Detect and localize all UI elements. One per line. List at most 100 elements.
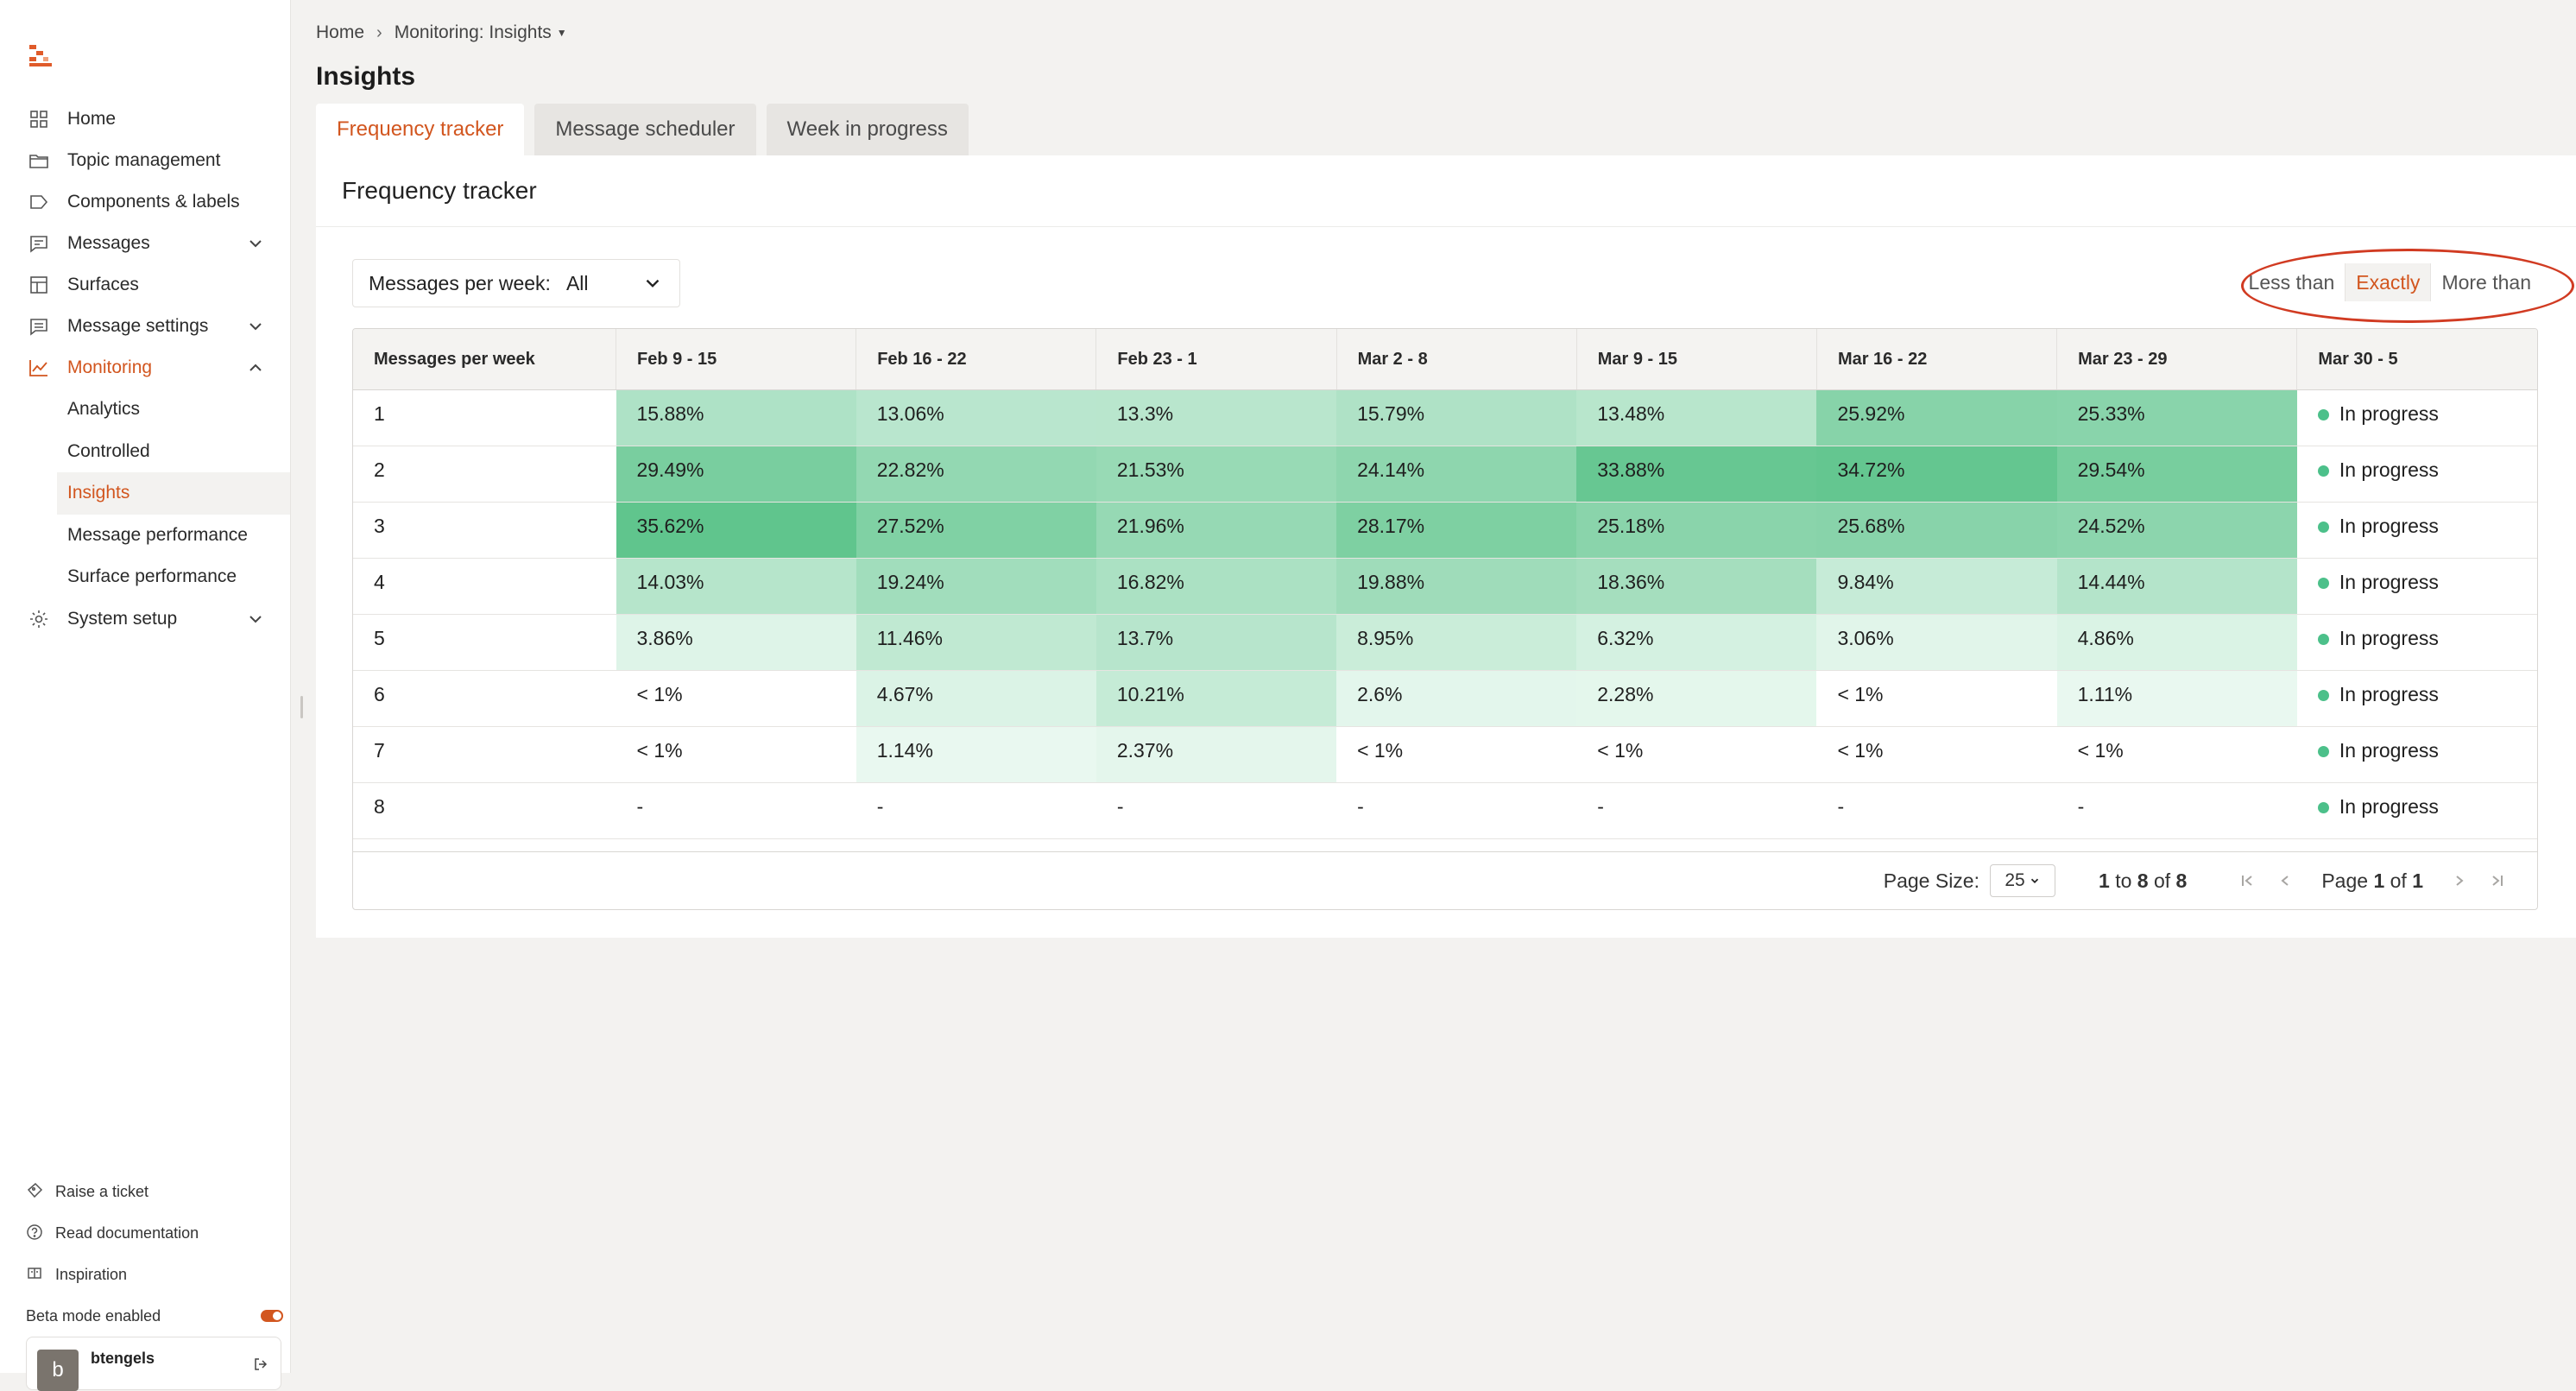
segment-more-than[interactable]: More than <box>2441 270 2531 294</box>
status-dot-icon <box>2317 465 2329 477</box>
nav-item-components-labels[interactable]: Components & labels <box>0 181 290 223</box>
main-content: Home › Monitoring: Insights ▼ Insights F… <box>290 0 2576 1373</box>
message-settings-icon <box>28 315 50 338</box>
sidebar-item-insights[interactable]: Insights <box>57 472 290 515</box>
prev-page-icon[interactable] <box>2275 870 2295 891</box>
messages-per-week-select[interactable]: Messages per week: All <box>352 259 680 307</box>
percentage-cell: 11.46% <box>856 614 1096 671</box>
nav-label: Message settings <box>67 316 209 336</box>
percentage-cell: 15.79% <box>1336 389 1577 446</box>
column-header[interactable]: Mar 23 - 29 <box>2056 329 2298 390</box>
beta-mode-toggle[interactable] <box>261 1310 283 1322</box>
percentage-cell: 3.06% <box>1816 614 2057 671</box>
status-label: In progress <box>2339 458 2439 481</box>
inspiration-link[interactable]: Inspiration <box>26 1254 285 1295</box>
percentage-cell: < 1% <box>616 670 856 727</box>
nav-label: Monitoring <box>67 357 153 377</box>
folder-icon <box>28 149 50 172</box>
next-page-icon[interactable] <box>2449 870 2470 891</box>
percentage-cell: < 1% <box>2056 726 2297 783</box>
percentage-cell: 13.48% <box>1576 389 1817 446</box>
percentage-cell: 27.52% <box>856 502 1096 559</box>
caret-down-icon[interactable]: ▼ <box>556 27 567 39</box>
column-header[interactable]: Feb 16 - 22 <box>856 329 1097 390</box>
percentage-cell: - <box>1095 782 1337 839</box>
frequency-tracker-panel: Frequency tracker Messages per week: All… <box>316 155 2576 938</box>
last-page-icon[interactable] <box>2487 870 2508 891</box>
layout-icon <box>28 274 50 296</box>
column-header[interactable]: Mar 2 - 8 <box>1336 329 1577 390</box>
percentage-cell: 2.28% <box>1576 670 1817 727</box>
page-word: Page <box>2321 869 2369 892</box>
percentage-cell: 29.49% <box>616 446 856 503</box>
sidebar-item-message-performance[interactable]: Message performance <box>67 524 248 545</box>
percentage-cell: 4.67% <box>856 670 1096 727</box>
read-documentation-link[interactable]: Read documentation <box>26 1212 285 1254</box>
main-nav: Home Topic management Components & label… <box>0 98 290 640</box>
chevron-down-icon[interactable] <box>245 316 266 337</box>
frequency-table: Messages per week Feb 9 - 15 Feb 16 - 22… <box>352 328 2538 910</box>
sidebar-item-controlled[interactable]: Controlled <box>67 440 150 461</box>
breadcrumb: Home › Monitoring: Insights ▼ <box>316 22 567 43</box>
breadcrumb-current[interactable]: Monitoring: Insights <box>394 22 552 42</box>
nav-item-monitoring[interactable]: Monitoring <box>0 347 290 389</box>
percentage-cell: 15.88% <box>616 389 856 446</box>
segment-exactly[interactable]: Exactly <box>2345 263 2432 301</box>
nav-item-message-settings[interactable]: Message settings <box>0 306 290 347</box>
sidebar-item-surface-performance[interactable]: Surface performance <box>67 566 237 587</box>
page-size-label: Page Size: <box>1883 869 1979 892</box>
nav-item-surfaces[interactable]: Surfaces <box>0 264 290 306</box>
logout-icon[interactable] <box>253 1356 270 1374</box>
column-header[interactable]: Mar 16 - 22 <box>1816 329 2058 390</box>
status-dot-icon <box>2317 802 2329 813</box>
column-header[interactable]: Mar 30 - 5 <box>2296 329 2537 390</box>
percentage-cell: 1.11% <box>2056 670 2297 727</box>
percentage-cell: 24.14% <box>1336 446 1577 503</box>
status-label: In progress <box>2339 515 2439 537</box>
user-card[interactable]: b btengels <box>26 1337 281 1391</box>
tab-week-in-progress[interactable]: Week in progress <box>766 104 969 155</box>
status-label: In progress <box>2339 795 2439 818</box>
percentage-cell: - <box>1816 782 2057 839</box>
nav-item-topic-management[interactable]: Topic management <box>0 140 290 181</box>
row-label-cell: 1 <box>353 389 616 446</box>
percentage-cell: < 1% <box>1576 726 1817 783</box>
sidebar-item-analytics[interactable]: Analytics <box>67 399 141 420</box>
nav-item-system-setup[interactable]: System setup <box>0 598 290 640</box>
percentage-cell: 25.92% <box>1816 389 2057 446</box>
status-cell: In progress <box>2296 726 2537 783</box>
percentage-cell: - <box>856 782 1096 839</box>
status-cell: In progress <box>2296 502 2537 559</box>
logo-icon[interactable] <box>26 41 55 71</box>
column-header[interactable]: Feb 23 - 1 <box>1095 329 1337 390</box>
status-cell: In progress <box>2296 389 2537 446</box>
nav-item-home[interactable]: Home <box>0 98 290 140</box>
percentage-cell: < 1% <box>1816 726 2057 783</box>
table-row: 5 3.86% 11.46% 13.7% 8.95% 6.32% 3.06% 4.86% In … <box>353 614 2537 671</box>
chevron-up-icon[interactable] <box>245 357 266 378</box>
chevron-down-icon[interactable] <box>245 609 266 629</box>
breadcrumb-home[interactable]: Home <box>316 22 365 42</box>
column-header[interactable]: Mar 9 - 15 <box>1576 329 1817 390</box>
chevron-down-icon <box>2030 878 2038 883</box>
nav-item-messages[interactable]: Messages <box>0 223 290 264</box>
first-page-icon[interactable] <box>2237 870 2257 891</box>
nav-label: Topic management <box>67 150 221 170</box>
percentage-cell: 3.86% <box>616 614 856 671</box>
raise-ticket-link[interactable]: Raise a ticket <box>26 1171 285 1212</box>
column-header-messages-per-week[interactable]: Messages per week <box>353 329 616 390</box>
status-dot-icon <box>2317 634 2329 645</box>
sidebar-resize-handle[interactable] <box>300 696 303 718</box>
segment-less-than[interactable]: Less than <box>2248 270 2335 294</box>
percentage-cell: 2.6% <box>1336 670 1577 727</box>
column-header[interactable]: Feb 9 - 15 <box>616 329 857 390</box>
tab-message-scheduler[interactable]: Message scheduler <box>534 104 756 155</box>
page-size-select[interactable]: 25 <box>1990 864 2055 897</box>
page-size-control: Page Size: 25 <box>1884 864 2055 897</box>
status-cell: In progress <box>2296 670 2537 727</box>
chevron-down-icon[interactable] <box>245 233 266 254</box>
percentage-cell: 19.88% <box>1336 558 1577 615</box>
tab-frequency-tracker[interactable]: Frequency tracker <box>316 104 525 155</box>
table-row: 1 15.88% 13.06% 13.3% 15.79% 13.48% 25.92% 25.3… <box>353 389 2537 446</box>
